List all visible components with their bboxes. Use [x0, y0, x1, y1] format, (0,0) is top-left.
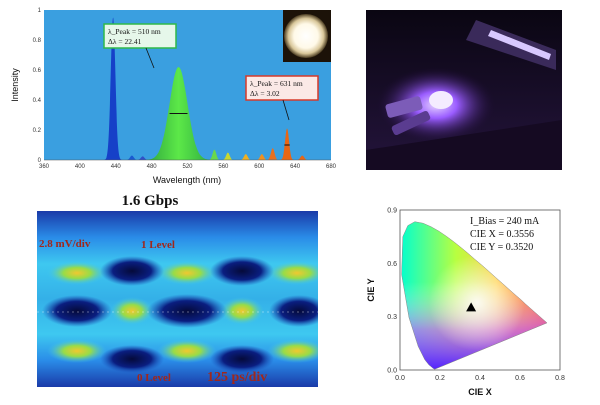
cie-ytick: 0.6: [387, 261, 397, 268]
minor-emission: [241, 154, 251, 160]
spectrum-xtick: 600: [254, 164, 265, 170]
fixture-highlight: [488, 30, 551, 60]
cie-axes: 0.0 0.2 0.4 0.6 0.8 0.0 0.3 0.6 0.9: [387, 208, 565, 383]
spectrum-xtick: 480: [147, 164, 158, 170]
minor-emission: [297, 155, 307, 160]
peak1-pointer: [145, 47, 155, 69]
device-photo: [366, 10, 562, 170]
spectrum-ytick: 0.6: [33, 68, 42, 74]
cie-ylabel: CIE Y: [366, 278, 376, 301]
spectrum-xtick: 560: [218, 164, 229, 170]
peak2-line1: λ_Peak = 631 nm: [250, 79, 303, 88]
peak2-box: [245, 75, 319, 101]
cie-y-value-label: CIE Y = 0.3520: [470, 242, 533, 253]
cie-xtick: 0.0: [395, 375, 405, 382]
cie-xtick: 0.6: [515, 375, 525, 382]
eye-vscale-label: 2.8 mV/div: [39, 238, 91, 250]
red-peak: [279, 128, 295, 160]
eye-level0-label: 0 Level: [137, 372, 171, 384]
eye-diagram-title: 1.6 Gbps: [121, 193, 179, 209]
spectrum-ytick: 0: [38, 158, 42, 164]
eye-diagram-panel: 2.8 mV/div 1 Level 0 Level 125 ps/div: [37, 211, 329, 387]
cie-panel: 0.0 0.2 0.4 0.6 0.8 0.0 0.3 0.6 0.9 I_Bias = 240…: [360, 200, 580, 400]
cie-xtick: 0.2: [435, 375, 445, 382]
spectrum-xtick: 640: [290, 164, 301, 170]
led-chip: [429, 91, 453, 109]
probe-arm-2: [391, 111, 431, 135]
spectrum-chart: λ_Peak = 510 nm Δλ = 22.41 λ_Peak = 631 …: [10, 8, 337, 185]
minor-emission: [257, 154, 267, 160]
cie-ytick: 0.9: [387, 208, 397, 215]
spectrum-ytick: 0.2: [33, 128, 42, 134]
minor-emission: [223, 152, 233, 160]
spectrum-xtick: 440: [111, 164, 122, 170]
spectrum-ytick: 0.4: [33, 98, 42, 104]
minor-emission: [209, 149, 219, 160]
minor-emission: [268, 148, 278, 160]
spectrum-xtick: 360: [39, 164, 50, 170]
minor-emission: [127, 155, 137, 160]
spectrum-axes: 360 400 440 480 520 560 600 640 680 0 0.2 0.4 0.6 0.8…: [33, 8, 337, 170]
spectrum-xtick: 680: [326, 164, 337, 170]
eye-diagram: 2.8 mV/div 1 Level 0 Level 125 ps/div: [37, 211, 329, 387]
spectrum-panel: λ_Peak = 510 nm Δλ = 22.41 λ_Peak = 631 …: [0, 0, 345, 190]
probe-arm: [385, 96, 423, 118]
cie-bias-label: I_Bias = 240 mA: [470, 216, 540, 227]
spectrum-xtick: 520: [182, 164, 193, 170]
light-spot: [284, 14, 328, 58]
cie-ytick: 0.3: [387, 314, 397, 321]
eye-tscale-label: 125 ps/div: [207, 370, 267, 385]
peak2-line2: Δλ = 3.02: [250, 89, 280, 98]
spectrum-marks: [103, 17, 307, 160]
spectrum-ytick: 1: [38, 8, 42, 14]
cie-chart: 0.0 0.2 0.4 0.6 0.8 0.0 0.3 0.6 0.9 I_Bias = 240…: [366, 208, 565, 398]
peak1-box: [103, 23, 177, 49]
eye-hot-bands: [47, 261, 327, 363]
cie-xtick: 0.4: [475, 375, 485, 382]
cie-ytick: 0.0: [387, 368, 397, 375]
minor-emission: [138, 156, 148, 160]
spectral-locus: [401, 221, 548, 370]
cie-point-marker: [466, 302, 477, 312]
blue-peak: [103, 17, 123, 160]
peak2-pointer: [282, 99, 290, 121]
spectrum-xlabel: Wavelength (nm): [153, 175, 221, 185]
cie-xtick: 0.8: [555, 375, 565, 382]
spectrum-ytick: 0.8: [33, 38, 42, 44]
peak1-line2: Δλ = 22.41: [108, 37, 142, 46]
peak1-line1: λ_Peak = 510 nm: [108, 27, 161, 36]
eye-openings: [42, 256, 329, 373]
bench: [366, 120, 562, 170]
cie-xlabel: CIE X: [468, 387, 492, 397]
eye-level1-label: 1 Level: [141, 239, 175, 251]
spectrum-ylabel: Intensity: [10, 68, 20, 102]
cie-x-value-label: CIE X = 0.3556: [470, 229, 534, 240]
spectrum-xtick: 400: [75, 164, 86, 170]
